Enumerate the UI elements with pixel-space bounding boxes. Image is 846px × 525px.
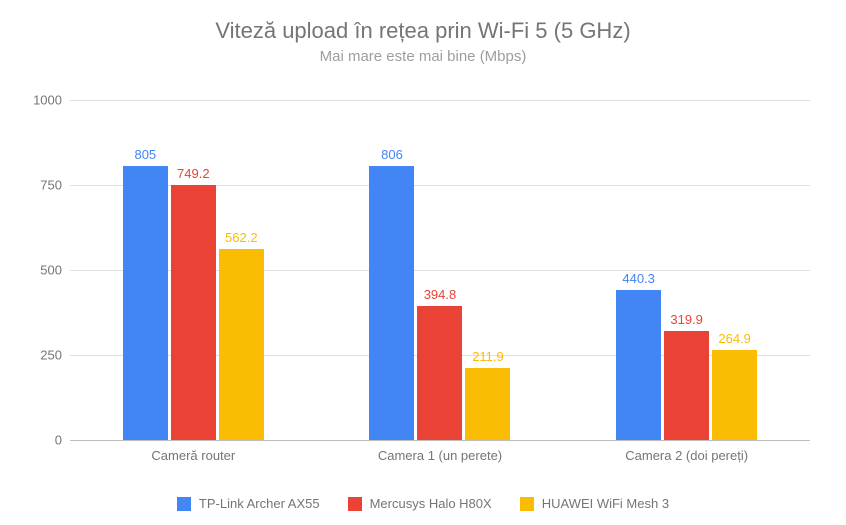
legend-swatch [177,497,191,511]
x-category-label: Camera 1 (un perete) [378,448,502,463]
bar [123,166,168,440]
y-tick-label: 500 [20,263,62,278]
bar [616,290,661,440]
bar-group: 440.3319.9264.9Camera 2 (doi pereți) [563,100,810,440]
bar [369,166,414,440]
bar-value-label: 440.3 [609,271,669,286]
y-tick-label: 0 [20,433,62,448]
bar-value-label: 805 [115,147,175,162]
bar-group: 806394.8211.9Camera 1 (un perete) [317,100,564,440]
legend-label: TP-Link Archer AX55 [199,496,320,511]
bar-value-label: 749.2 [163,166,223,181]
bar-group: 805749.2562.2Cameră router [70,100,317,440]
legend-item: Mercusys Halo H80X [348,496,492,511]
legend-swatch [520,497,534,511]
bar-value-label: 394.8 [410,287,470,302]
y-tick-label: 250 [20,348,62,363]
plot-area: 02505007501000805749.2562.2Cameră router… [70,100,810,440]
legend-item: TP-Link Archer AX55 [177,496,320,511]
bar-value-label: 319.9 [657,312,717,327]
bar [465,368,510,440]
y-tick-label: 750 [20,178,62,193]
bar [712,350,757,440]
bar [219,249,264,440]
bar [664,331,709,440]
legend-label: Mercusys Halo H80X [370,496,492,511]
x-category-label: Camera 2 (doi pereți) [625,448,748,463]
legend-label: HUAWEI WiFi Mesh 3 [542,496,669,511]
chart-title: Viteză upload în rețea prin Wi-Fi 5 (5 G… [0,0,846,44]
bar [171,185,216,440]
bar-value-label: 264.9 [705,331,765,346]
bar-value-label: 211.9 [458,349,518,364]
legend-swatch [348,497,362,511]
bar-chart: Viteză upload în rețea prin Wi-Fi 5 (5 G… [0,0,846,525]
bar [417,306,462,440]
x-category-label: Cameră router [151,448,235,463]
legend-item: HUAWEI WiFi Mesh 3 [520,496,669,511]
chart-subtitle: Mai mare este mai bine (Mbps) [0,44,846,65]
bar-value-label: 806 [362,147,422,162]
bar-value-label: 562.2 [211,230,271,245]
gridline [70,440,810,441]
y-tick-label: 1000 [20,93,62,108]
legend: TP-Link Archer AX55 Mercusys Halo H80X HUA… [0,496,846,511]
